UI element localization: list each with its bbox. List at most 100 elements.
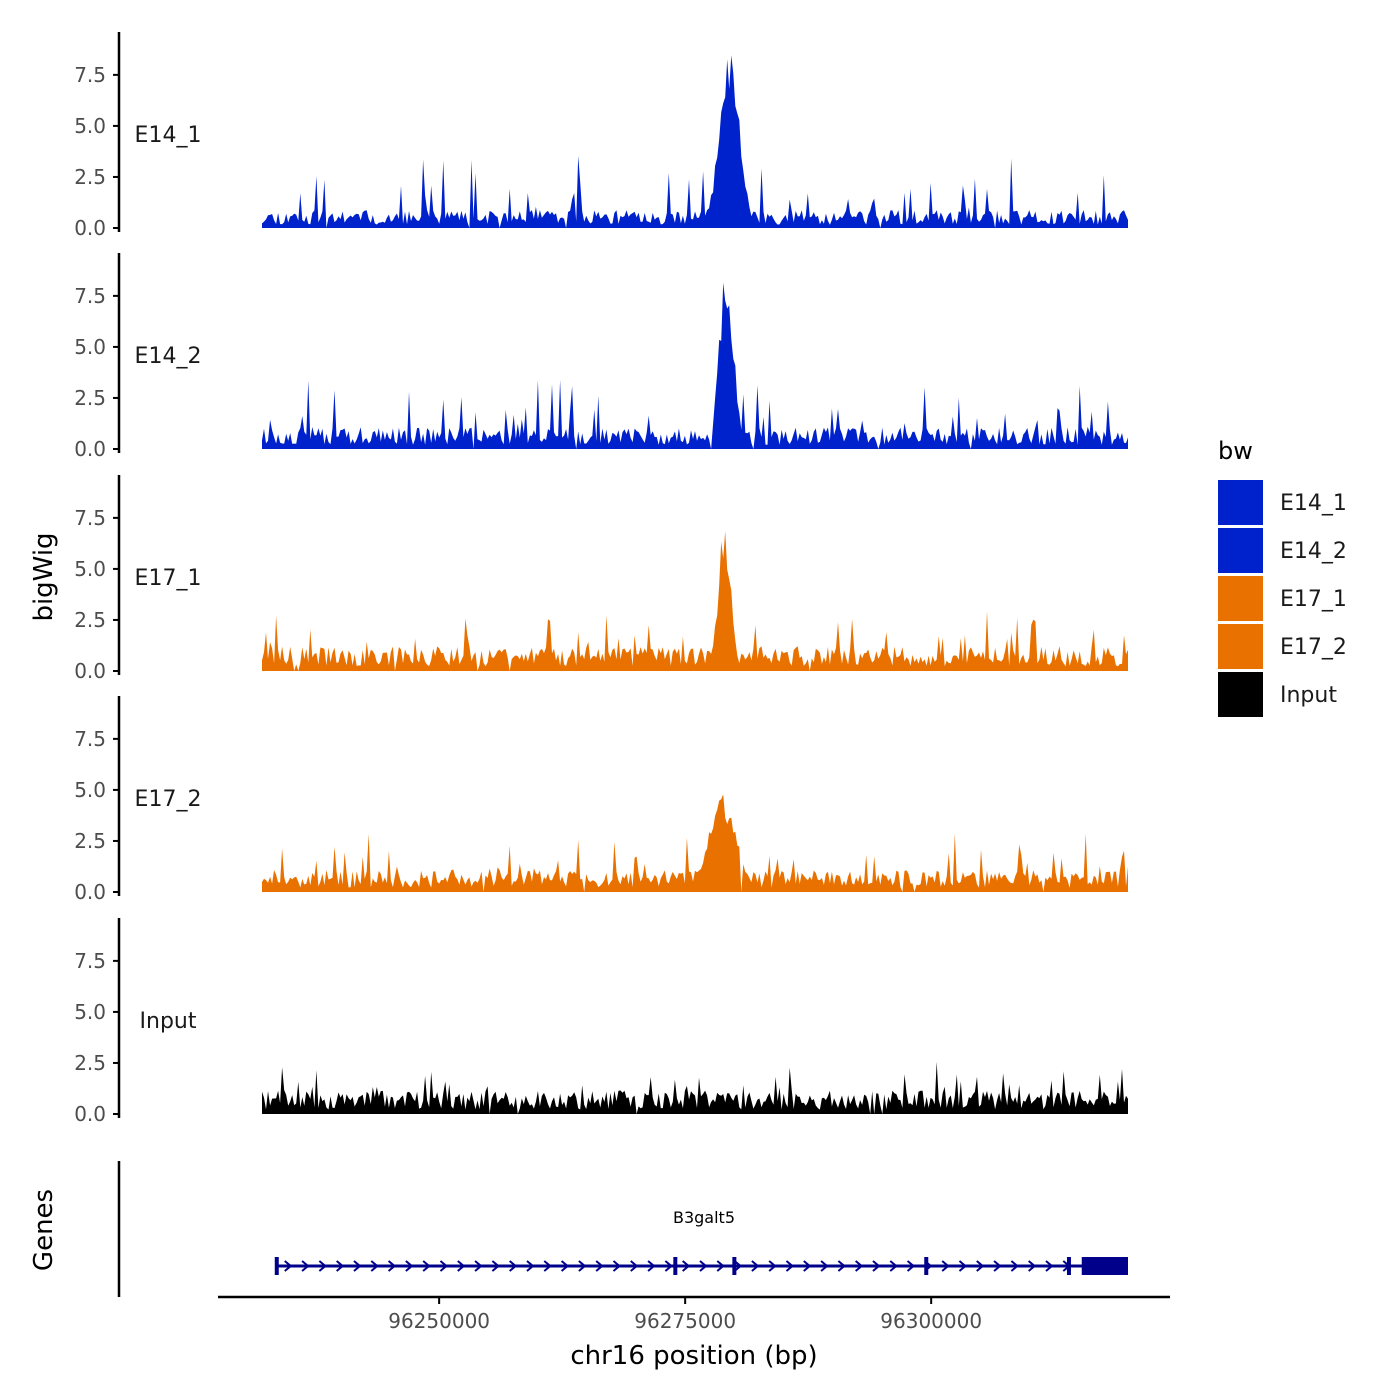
strand-arrow: [422, 1260, 431, 1272]
legend-label-E17_1: E17_1: [1280, 587, 1347, 612]
track-E14_2: 0.0 2.5 5.0 7.5 E14_2: [74, 253, 1128, 461]
coverage-area-E14_2: [262, 282, 1128, 449]
track-panels: 0.0 2.5 5.0 7.5 E14_1 0.0 2.5 5.0 7.5 E14_2 0.0 2.5…: [74, 32, 1128, 1126]
strand-arrow: [318, 1260, 327, 1272]
y-tick-label: 5.0: [74, 114, 106, 138]
gene-panel: B3galt5 96250000 96275000 96300000: [117, 1161, 1170, 1333]
legend-swatch-E17_2: [1218, 624, 1263, 669]
strand-arrow: [509, 1260, 518, 1272]
strand-arrow: [630, 1260, 639, 1272]
y-tick-label: 5.0: [74, 1000, 106, 1024]
gene-exon: [1066, 1257, 1071, 1275]
strand-arrow: [837, 1260, 846, 1272]
strand-arrow: [803, 1260, 812, 1272]
legend-label-E17_2: E17_2: [1280, 635, 1347, 660]
strand-arrow: [872, 1260, 881, 1272]
strand-arrow: [855, 1260, 864, 1272]
legend-swatch-E17_1: [1218, 576, 1263, 621]
y-tick-label: 5.0: [74, 557, 106, 581]
y-tick-label: 2.5: [74, 829, 106, 853]
legend-label-Input: Input: [1280, 683, 1337, 708]
strand-arrow: [733, 1260, 743, 1272]
legend-title: bw: [1218, 437, 1253, 465]
gene-exon: [673, 1257, 678, 1275]
track-E17_1: 0.0 2.5 5.0 7.5 E17_1: [74, 475, 1128, 683]
y-tick-label: 5.0: [74, 335, 106, 359]
coverage-area-E17_1: [262, 531, 1128, 671]
gene-exon: [924, 1257, 929, 1275]
y-tick-label: 7.5: [74, 949, 106, 973]
track-E17_2: 0.0 2.5 5.0 7.5 E17_2: [74, 696, 1128, 904]
strand-arrow: [439, 1260, 449, 1272]
track-label: E17_2: [135, 787, 202, 812]
strand-arrow: [664, 1260, 673, 1272]
strand-arrow: [1045, 1260, 1054, 1272]
gene-exon: [274, 1257, 279, 1275]
strand-arrow: [716, 1260, 725, 1272]
strand-arrow: [353, 1260, 362, 1272]
y-tick-label: 7.5: [74, 63, 106, 87]
x-axis-title: chr16 position (bp): [570, 1341, 817, 1371]
strand-arrow: [457, 1260, 466, 1272]
gene-cds-block: [1081, 1257, 1128, 1275]
strand-arrow: [387, 1260, 397, 1272]
genes-axis-title: Genes: [29, 1189, 59, 1271]
y-axis-title: bigWig: [29, 532, 59, 621]
y-tick-label: 2.5: [74, 1051, 106, 1075]
coverage-area-E17_2: [262, 794, 1128, 892]
y-tick-label: 0.0: [74, 437, 106, 461]
strand-arrow: [336, 1260, 345, 1272]
coverage-area-Input: [262, 1061, 1128, 1114]
strand-arrow: [301, 1260, 310, 1272]
legend-swatch-E14_1: [1218, 480, 1263, 525]
strand-arrow: [1028, 1260, 1037, 1272]
strand-arrow: [647, 1260, 656, 1272]
legend-label-E14_2: E14_2: [1280, 539, 1347, 564]
strand-arrow: [370, 1260, 379, 1272]
legend-swatch-Input: [1218, 672, 1263, 717]
strand-arrow: [976, 1260, 985, 1272]
y-tick-label: 7.5: [74, 727, 106, 751]
y-tick-label: 2.5: [74, 386, 106, 410]
strand-arrow: [906, 1260, 916, 1272]
strand-arrow: [474, 1260, 483, 1272]
track-label: Input: [140, 1009, 197, 1034]
strand-arrow: [491, 1260, 500, 1272]
y-tick-label: 7.5: [74, 506, 106, 530]
y-tick-label: 2.5: [74, 608, 106, 632]
strand-arrow: [820, 1260, 829, 1272]
strand-arrow: [1010, 1260, 1019, 1272]
strand-arrow: [682, 1260, 691, 1272]
strand-arrow: [405, 1260, 414, 1272]
y-tick-label: 2.5: [74, 165, 106, 189]
legend-swatch-E14_2: [1218, 528, 1263, 573]
strand-arrow: [993, 1260, 1002, 1272]
x-tick-label: 96275000: [634, 1309, 736, 1333]
strand-arrow: [543, 1260, 552, 1272]
legend-label-E14_1: E14_1: [1280, 491, 1347, 516]
y-tick-label: 5.0: [74, 778, 106, 802]
x-tick-label: 96300000: [880, 1309, 982, 1333]
track-label: E14_1: [135, 123, 202, 148]
y-tick-label: 0.0: [74, 659, 106, 683]
coverage-area-E14_1: [262, 55, 1128, 229]
gene-name-label: B3galt5: [673, 1208, 735, 1227]
strand-arrow: [958, 1260, 968, 1272]
y-tick-label: 0.0: [74, 1102, 106, 1126]
legend: bw E14_1 E14_2 E17_1 E17_2 Input: [1218, 437, 1347, 717]
strand-arrow: [595, 1260, 604, 1272]
y-tick-label: 7.5: [74, 284, 106, 308]
strand-arrow: [889, 1260, 898, 1272]
y-tick-label: 0.0: [74, 216, 106, 240]
y-tick-label: 0.0: [74, 880, 106, 904]
x-tick-label: 96250000: [388, 1309, 490, 1333]
strand-arrow: [284, 1260, 293, 1272]
strand-arrow: [526, 1260, 535, 1272]
track-label: E17_1: [135, 566, 202, 591]
strand-arrow: [785, 1260, 795, 1272]
strand-arrow: [578, 1260, 587, 1272]
track-E14_1: 0.0 2.5 5.0 7.5 E14_1: [74, 32, 1128, 240]
strand-arrow: [560, 1260, 570, 1272]
strand-arrow: [612, 1260, 622, 1272]
